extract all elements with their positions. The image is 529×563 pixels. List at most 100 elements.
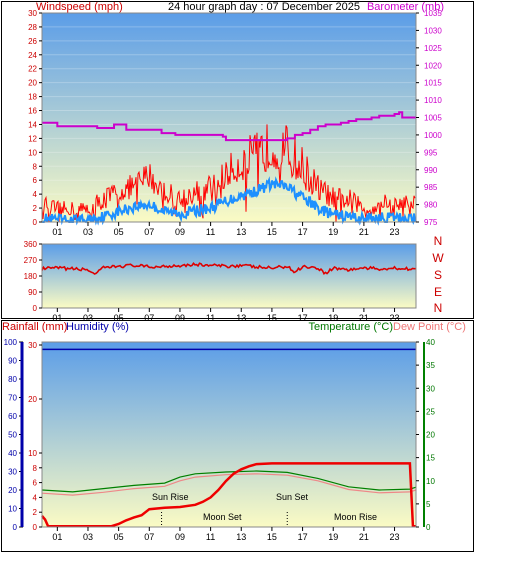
x-tick-label: 07 <box>144 227 154 237</box>
x-tick-label: 09 <box>175 313 185 323</box>
windspeed-tick-label: 10 <box>28 148 37 157</box>
windspeed-tick-label: 2 <box>33 204 38 213</box>
rainfall-tick-label: 4 <box>33 493 38 502</box>
temperature-tick-label: 0 <box>426 523 431 532</box>
sun-rise-label: Sun Rise <box>152 492 189 502</box>
moon-set-label: Moon Set <box>203 512 242 522</box>
windspeed-tick-label: 24 <box>28 51 37 60</box>
temperature-tick-label: 30 <box>426 384 435 393</box>
humidity-tick-label: 80 <box>8 375 17 384</box>
x-tick-label: 01 <box>52 227 62 237</box>
temperature-tick-label: 5 <box>426 500 431 509</box>
x-tick-label: 09 <box>175 227 185 237</box>
rainfall-tick-label: 30 <box>28 341 37 350</box>
barometer-tick-label: 980 <box>424 201 438 210</box>
direction-tick-label: 180 <box>24 272 38 281</box>
x-tick-label: 07 <box>144 313 154 323</box>
windspeed-tick-label: 30 <box>28 9 37 18</box>
direction-tick-label: 90 <box>28 288 37 297</box>
windspeed-tick-label: 22 <box>28 65 37 74</box>
humidity-tick-label: 0 <box>13 523 18 532</box>
windspeed-tick-label: 28 <box>28 23 37 32</box>
windspeed-tick-label: 20 <box>28 79 37 88</box>
rainfall-tick-label: 6 <box>33 479 38 488</box>
barometer-tick-label: 1030 <box>424 26 442 35</box>
humidity-tick-label: 70 <box>8 394 17 403</box>
x-tick-label: 15 <box>267 227 277 237</box>
humidity-tick-label: 90 <box>8 357 17 366</box>
x-tick-label: 13 <box>236 227 246 237</box>
rainfall-tick-label: 10 <box>28 449 37 458</box>
barometer-tick-label: 1025 <box>424 44 442 53</box>
windspeed-axis-label: Windspeed (mph) <box>36 1 123 13</box>
windspeed-line <box>41 124 416 223</box>
x-tick-label: 07 <box>144 532 154 542</box>
x-tick-label: 19 <box>328 313 338 323</box>
humidity-tick-label: 100 <box>4 338 18 347</box>
barometer-tick-label: 1005 <box>424 114 442 123</box>
humidity-tick-label: 50 <box>8 431 17 440</box>
windspeed-tick-label: 6 <box>33 176 38 185</box>
x-tick-label: 11 <box>206 227 215 237</box>
rain-humidity-temperature-panel: 0102030405060708090100024681020300510152… <box>4 338 436 542</box>
x-tick-label: 19 <box>328 532 338 542</box>
barometer-tick-label: 1035 <box>424 9 442 18</box>
humidity-tick-label: 40 <box>8 449 17 458</box>
wind-plot-area <box>42 13 416 222</box>
barometer-tick-label: 985 <box>424 183 438 192</box>
direction-tick-label: 360 <box>24 240 38 249</box>
windspeed-tick-label: 16 <box>28 107 37 116</box>
humidity-tick-label: 30 <box>8 468 17 477</box>
wind-direction-line <box>41 262 416 275</box>
windspeed-tick-label: 12 <box>28 134 37 143</box>
barometer-tick-label: 975 <box>424 218 438 227</box>
windspeed-tick-label: 8 <box>33 162 38 171</box>
x-tick-label: 17 <box>298 227 308 237</box>
temperature-tick-label: 10 <box>426 477 435 486</box>
direction-plot-area <box>42 244 416 308</box>
barometer-axis-label: Barometer (mb) <box>367 1 444 13</box>
barometer-tick-label: 1020 <box>424 61 442 70</box>
rainfall-tick-label: 20 <box>28 395 37 404</box>
temperature-tick-label: 15 <box>426 454 435 463</box>
barometer-tick-label: 995 <box>424 148 438 157</box>
humidity-axis-label: Humidity (%) <box>66 321 129 333</box>
compass-label: W <box>432 251 444 265</box>
rain-plot-area <box>42 342 416 527</box>
wind-barometer-panel: 0246810121416182022242628309759809859909… <box>28 9 442 237</box>
rainfall-tick-label: 0 <box>33 523 38 532</box>
x-tick-label: 21 <box>359 227 369 237</box>
temperature-tick-label: 40 <box>426 338 435 347</box>
x-tick-label: 01 <box>52 313 62 323</box>
barometer-tick-label: 1010 <box>424 96 442 105</box>
barometer-tick-label: 990 <box>424 166 438 175</box>
rainfall-tick-label: 8 <box>33 464 38 473</box>
bottom-frame <box>1 320 474 552</box>
temperature-tick-label: 25 <box>426 407 435 416</box>
average-wind-line <box>41 176 416 226</box>
temperature-tick-label: 35 <box>426 361 435 370</box>
compass-label: N <box>434 301 443 315</box>
x-tick-label: 13 <box>236 313 246 323</box>
x-tick-label: 01 <box>52 532 62 542</box>
dewpoint-line <box>41 473 417 496</box>
x-tick-label: 05 <box>114 313 124 323</box>
temperature-axis-label: Temperature (°C) <box>309 321 393 333</box>
windspeed-tick-label: 26 <box>28 37 37 46</box>
compass-label: S <box>434 268 442 282</box>
x-tick-label: 03 <box>83 227 93 237</box>
dewpoint-axis-label: Dew Point (°C) <box>393 321 466 333</box>
x-tick-label: 17 <box>298 313 308 323</box>
windspeed-tick-label: 18 <box>28 93 37 102</box>
x-tick-label: 23 <box>390 227 400 237</box>
x-tick-label: 05 <box>114 227 124 237</box>
x-tick-label: 15 <box>267 532 277 542</box>
x-tick-label: 23 <box>390 532 400 542</box>
x-tick-label: 13 <box>236 532 246 542</box>
humidity-tick-label: 20 <box>8 486 17 495</box>
direction-tick-label: 270 <box>24 256 38 265</box>
x-tick-label: 09 <box>175 532 185 542</box>
graph-title: 24 hour graph day : 07 December 2025 <box>168 1 360 13</box>
sun-set-label: Sun Set <box>276 492 309 502</box>
